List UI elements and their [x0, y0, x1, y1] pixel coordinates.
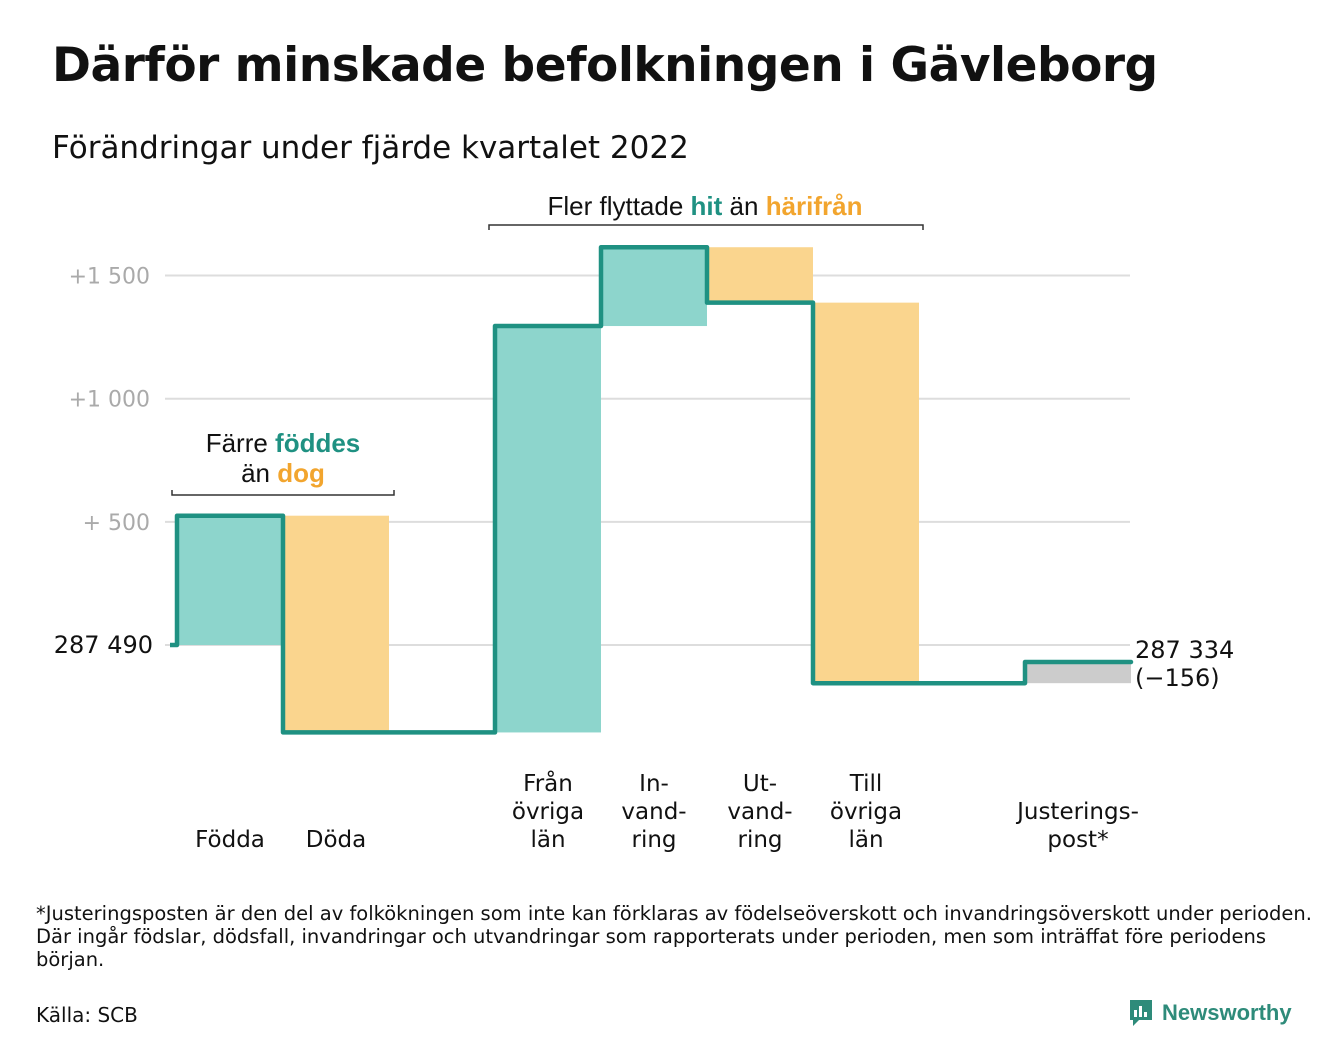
category-labels: Födda DödaFrånövrigalänIn-vand-ringUt-van…: [195, 769, 1139, 853]
newsworthy-logo-icon: [1130, 1000, 1152, 1026]
annotation-text: än: [241, 458, 277, 488]
bar-decrease: [707, 247, 813, 303]
end-change-label: (−156): [1135, 664, 1220, 692]
bar-increase: [601, 247, 707, 327]
bars: [177, 247, 1131, 733]
migration-annotation-bracket: [488, 224, 924, 230]
migration-annotation: Fler flyttade hit än härifrån: [547, 191, 862, 221]
category-label: In-: [639, 771, 669, 797]
annotation-text: Färre: [206, 428, 275, 458]
y-axis-ticks: + 500 +1 000 +1 500: [69, 265, 150, 536]
y-tick-label: +1 000: [69, 388, 150, 413]
births-annotation-line2: än dog: [241, 458, 325, 488]
births-annotation-bracket: [171, 490, 395, 496]
category-label: Till: [849, 771, 883, 797]
cumulative-step-line: [170, 244, 1134, 735]
category-label: övriga: [512, 799, 584, 825]
value-labels: 287 490 287 334(−156): [54, 631, 1235, 692]
bar-increase: [495, 326, 601, 733]
category-label: Justerings-: [1015, 799, 1139, 825]
annotation-text: Fler flyttade: [547, 191, 690, 221]
category-label: län: [848, 827, 883, 853]
category-label: övriga: [830, 799, 902, 825]
category-label: ring: [631, 827, 676, 853]
category-label: Ut-: [743, 771, 777, 797]
bar-decrease: [813, 302, 919, 684]
category-label: vand-: [727, 799, 792, 825]
annotation-text: än: [722, 191, 765, 221]
source-label: Källa: SCB: [36, 1003, 138, 1027]
bar-decrease: [283, 515, 389, 733]
category-label: post*: [1047, 827, 1108, 853]
step-line: [170, 244, 1134, 735]
annotation-highlight-died: dog: [277, 458, 325, 488]
y-tick-label: +1 500: [69, 265, 150, 290]
start-value-label: 287 490: [54, 631, 153, 659]
end-value-label: 287 334: [1135, 636, 1234, 664]
category-label: vand-: [621, 799, 686, 825]
annotation-highlight-away: härifrån: [766, 191, 863, 221]
category-label: Döda: [306, 827, 366, 853]
waterfall-chart: + 500+1 000+1 500 Födda DödaFrånövrigalän…: [54, 191, 1235, 853]
chart-title: Därför minskade befolkningen i Gävleborg: [52, 38, 1158, 93]
footnote: *Justeringsposten är den del av folkökni…: [36, 902, 1312, 971]
category-label: län: [530, 827, 565, 853]
annotation-highlight-here: hit: [691, 191, 723, 221]
bar-increase: [177, 515, 283, 645]
brand-name: Newsworthy: [1162, 1000, 1292, 1025]
category-label: Från: [523, 769, 573, 797]
births-annotation-line1: Färre föddes: [206, 428, 361, 458]
annotation-highlight-born: föddes: [275, 428, 360, 458]
y-tick-label: + 500: [83, 511, 150, 536]
brand-logo: Newsworthy: [1128, 998, 1292, 1028]
chart-subtitle: Förändringar under fjärde kvartalet 2022: [52, 130, 689, 166]
category-label: ring: [737, 827, 782, 853]
category-label: Födda: [195, 827, 265, 853]
bar-adjustment: [1025, 661, 1131, 684]
